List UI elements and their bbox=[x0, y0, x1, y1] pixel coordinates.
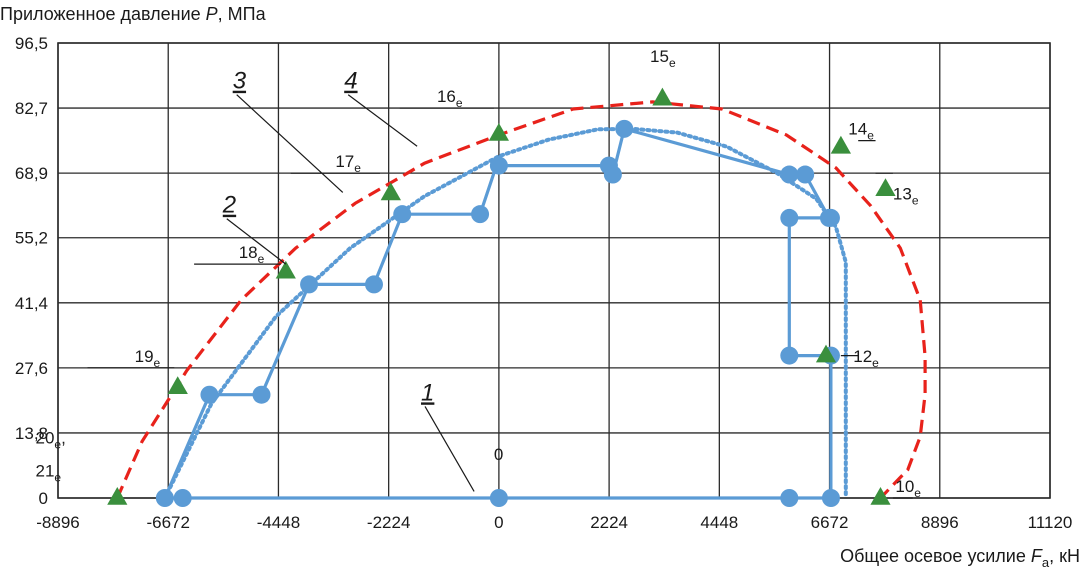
point-label: 15е bbox=[650, 47, 676, 70]
path-point-marker bbox=[489, 156, 508, 175]
y-tick-label: 13,8 bbox=[15, 424, 48, 443]
path-point-marker bbox=[780, 346, 799, 365]
point-label: 14е bbox=[848, 120, 874, 143]
test-point-triangle bbox=[815, 344, 837, 363]
x-axis-title-sub: a bbox=[1042, 555, 1050, 570]
x-axis-title: Общее осевое усилие Fa, кН bbox=[840, 546, 1080, 570]
test-point-triangle bbox=[652, 87, 673, 106]
x-axis-title-unit: , кН bbox=[1049, 546, 1080, 566]
load-path-line bbox=[163, 127, 833, 500]
path-point-marker bbox=[780, 208, 799, 227]
y-tick-label: 55,2 bbox=[15, 229, 48, 248]
path-point-marker bbox=[489, 489, 508, 507]
test-point-triangle bbox=[830, 135, 851, 154]
path-point-marker bbox=[780, 489, 799, 507]
y-tick-label: 27,6 bbox=[15, 359, 48, 378]
path-point-marker bbox=[821, 489, 840, 507]
x-axis-title-symbol: F bbox=[1031, 546, 1043, 566]
callout-number: 4 bbox=[344, 68, 357, 95]
point-label: 17е bbox=[335, 152, 361, 175]
point-label: 13е bbox=[893, 185, 919, 208]
tick-labels: -8896 -6672 -4448 -2224 0 2224 4448 6672 8896 111… bbox=[15, 34, 1072, 532]
point-label: 0 bbox=[494, 445, 503, 464]
path-point-marker bbox=[796, 165, 815, 184]
y-axis-title-symbol: P bbox=[206, 4, 218, 24]
test-point-triangle bbox=[870, 487, 891, 505]
point-label: 10е bbox=[895, 477, 921, 500]
y-tick-label: 96,5 bbox=[15, 34, 48, 53]
point-label: 16е bbox=[437, 87, 463, 110]
path-point-marker bbox=[300, 275, 319, 294]
callout-leader bbox=[347, 94, 418, 147]
path-point-marker bbox=[200, 385, 219, 404]
y-tick-label: 68,9 bbox=[15, 164, 48, 183]
point-label: 12е bbox=[853, 347, 879, 370]
x-tick-label: 8896 bbox=[921, 513, 959, 532]
x-tick-label: -2224 bbox=[367, 513, 410, 532]
x-tick-label: 11120 bbox=[1028, 513, 1073, 532]
path-point-marker bbox=[615, 119, 634, 138]
callout-leader bbox=[226, 218, 287, 265]
y-tick-label: 82,7 bbox=[15, 99, 48, 118]
x-tick-label: 4448 bbox=[700, 513, 738, 532]
path-point-marker bbox=[471, 205, 490, 224]
callout-leader bbox=[424, 406, 475, 492]
data-markers bbox=[107, 87, 896, 507]
point-annotations: 10е 12е 13е 14е 15е 16е 17е 18е 19е 20е, 21е 0 1 2 3 4 bbox=[35, 47, 921, 500]
callout-number: 3 bbox=[233, 68, 247, 95]
point-label: 19е bbox=[135, 347, 161, 370]
test-point-triangle bbox=[167, 376, 188, 394]
path-point-marker bbox=[252, 385, 271, 404]
x-tick-label: 2224 bbox=[590, 513, 628, 532]
callout-leader bbox=[236, 94, 344, 193]
y-axis-title: Приложенное давление P, МПа bbox=[0, 4, 267, 24]
chart-grid bbox=[57, 42, 1051, 499]
point-label: 20е, bbox=[35, 428, 65, 451]
y-tick-label: 41,4 bbox=[15, 294, 48, 313]
test-point-triangle bbox=[275, 260, 296, 279]
x-tick-label: -4448 bbox=[257, 513, 300, 532]
x-tick-label: -6672 bbox=[146, 513, 189, 532]
plot-frame bbox=[57, 42, 1051, 499]
test-point-triangle bbox=[875, 178, 896, 196]
test-point-triangle bbox=[488, 123, 509, 141]
path-point-marker bbox=[173, 489, 192, 507]
callout-number: 2 bbox=[222, 192, 236, 219]
outer-envelope-line bbox=[115, 100, 927, 500]
path-point-marker bbox=[364, 275, 383, 294]
path-point-marker bbox=[603, 165, 622, 184]
path-point-marker bbox=[821, 208, 840, 227]
point-label: 21е bbox=[35, 461, 61, 484]
test-point-triangle bbox=[380, 182, 401, 201]
y-axis-title-unit: , МПа bbox=[218, 4, 267, 24]
path-point-marker bbox=[780, 165, 799, 184]
test-point-triangle bbox=[107, 487, 128, 505]
x-tick-label: -8896 bbox=[36, 513, 79, 532]
y-tick-label: 0 bbox=[39, 489, 48, 508]
y-axis-title-text: Приложенное давление bbox=[0, 4, 206, 24]
path-point-marker bbox=[155, 489, 174, 507]
load-path bbox=[163, 127, 833, 500]
x-axis-title-text: Общее осевое усилие bbox=[840, 546, 1031, 566]
path-point-marker bbox=[393, 205, 412, 224]
inner-envelope-line bbox=[162, 126, 848, 500]
callout-number: 1 bbox=[421, 379, 434, 406]
x-tick-label: 0 bbox=[494, 513, 503, 532]
envelope-curves bbox=[115, 100, 927, 500]
point-label: 18е bbox=[239, 243, 265, 266]
x-tick-label: 6672 bbox=[811, 513, 849, 532]
